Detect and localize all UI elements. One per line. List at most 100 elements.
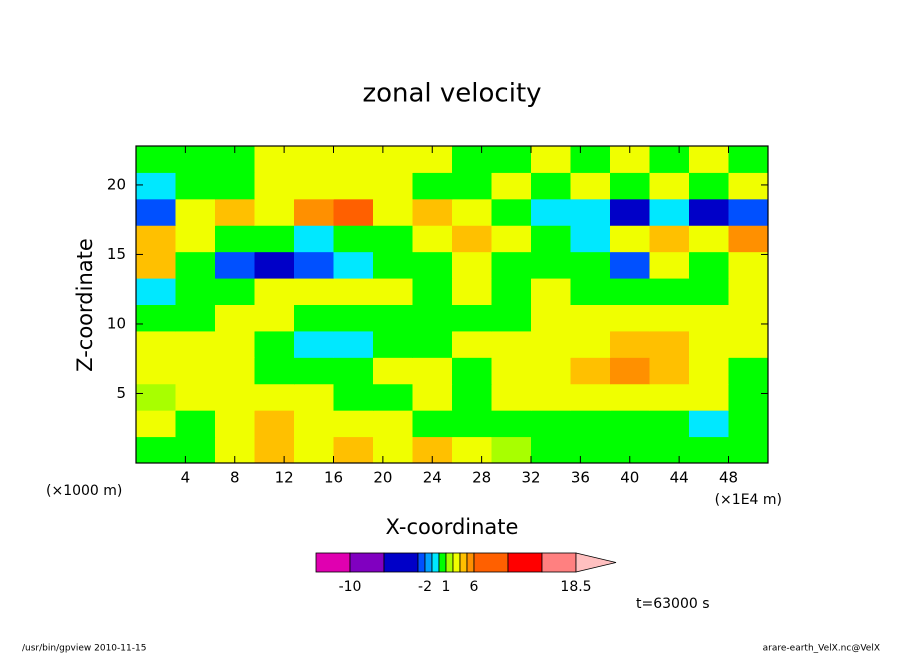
cell — [452, 383, 492, 411]
cell — [531, 225, 571, 253]
cell — [689, 198, 729, 226]
cell — [175, 251, 216, 279]
cell — [728, 225, 768, 253]
cell — [136, 198, 176, 226]
cell — [333, 278, 374, 305]
cell — [373, 357, 413, 385]
cell — [531, 172, 571, 200]
cell — [491, 278, 532, 305]
cell — [689, 330, 729, 358]
cell — [175, 198, 216, 226]
x-tick-label: 28 — [472, 469, 491, 487]
cell — [254, 383, 295, 411]
cell — [215, 198, 255, 226]
cell — [689, 436, 729, 463]
cell — [136, 304, 176, 332]
cell — [570, 278, 611, 305]
footer-left: /usr/bin/gpview 2010-11-15 — [22, 644, 146, 654]
cell — [649, 410, 690, 438]
cell — [649, 251, 690, 279]
cell — [175, 357, 216, 385]
colorbar-tick-label: 6 — [470, 579, 479, 595]
colorbar-box — [445, 552, 454, 573]
y-axis-label: Z-coordinate — [73, 238, 97, 372]
cell — [294, 330, 334, 358]
cell — [491, 330, 532, 358]
footer-right: arare-earth_VelX.nc@VelX — [763, 644, 880, 654]
x-tick-label: 36 — [571, 469, 590, 487]
x-tick-label: 4 — [181, 469, 191, 487]
cell — [728, 198, 768, 226]
cell — [254, 436, 295, 463]
cell — [254, 278, 295, 305]
chart-title: zonal velocity — [362, 79, 541, 109]
colorbar-tick-label: 1 — [442, 579, 451, 595]
cell — [452, 146, 492, 173]
cell — [531, 330, 571, 358]
x-unit: (×1E4 m) — [715, 492, 782, 508]
cell — [531, 198, 571, 226]
cell — [570, 436, 611, 463]
cell — [689, 146, 729, 173]
y-tick-label: 15 — [107, 245, 126, 263]
cell — [215, 251, 255, 279]
cell — [491, 198, 532, 226]
cell — [412, 357, 453, 385]
colorbar-box — [424, 552, 433, 573]
y-tick-label: 10 — [107, 314, 126, 332]
colorbar-box — [349, 552, 385, 573]
cell — [531, 304, 571, 332]
cell — [373, 410, 413, 438]
cell — [412, 198, 453, 226]
cell — [452, 172, 492, 200]
cell — [333, 330, 374, 358]
cell — [373, 172, 413, 200]
colorbar-box — [507, 552, 543, 573]
cell — [728, 330, 768, 358]
cell — [136, 251, 176, 279]
cell — [689, 410, 729, 438]
cell — [175, 278, 216, 305]
cell — [254, 251, 295, 279]
cell — [294, 251, 334, 279]
cell — [373, 304, 413, 332]
cell — [570, 198, 611, 226]
x-tick-label: 8 — [230, 469, 240, 487]
cell — [570, 357, 611, 385]
cell — [491, 383, 532, 411]
cell — [215, 410, 255, 438]
cell — [689, 278, 729, 305]
cell — [175, 410, 216, 438]
cell — [452, 251, 492, 279]
cell — [649, 146, 690, 173]
cell — [333, 172, 374, 200]
cell — [215, 304, 255, 332]
cell — [412, 251, 453, 279]
cell — [531, 251, 571, 279]
cell — [373, 383, 413, 411]
cell — [728, 172, 768, 200]
cell — [570, 304, 611, 332]
cell — [452, 198, 492, 226]
cell — [452, 436, 492, 463]
annotation: t=63000 s — [636, 596, 710, 612]
cell — [610, 225, 650, 253]
cell — [294, 172, 334, 200]
cell — [294, 146, 334, 173]
cell — [412, 383, 453, 411]
cell — [254, 330, 295, 358]
cell — [491, 436, 532, 463]
cell — [215, 357, 255, 385]
cell — [649, 225, 690, 253]
x-axis-label: X-coordinate — [386, 515, 519, 539]
cell — [294, 357, 334, 385]
cell — [175, 146, 216, 173]
cell — [215, 330, 255, 358]
cell — [491, 410, 532, 438]
cell — [175, 383, 216, 411]
x-tick-label: 48 — [719, 469, 738, 487]
cell — [728, 146, 768, 173]
cell — [649, 278, 690, 305]
colorbar-box — [452, 552, 461, 573]
cell — [254, 146, 295, 173]
